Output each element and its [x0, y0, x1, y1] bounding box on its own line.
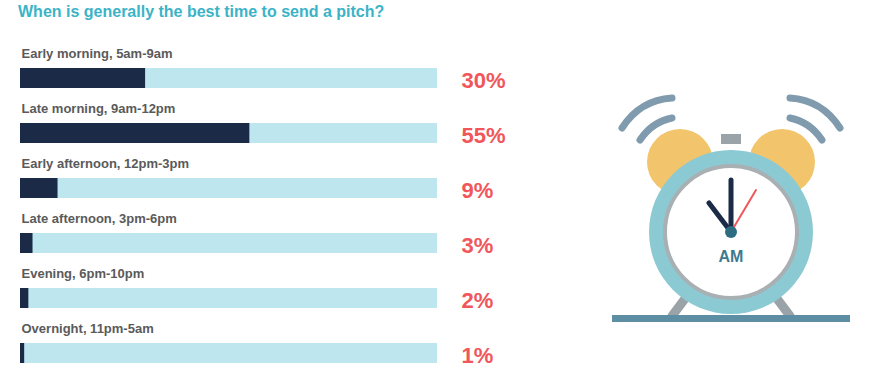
svg-text:1%: 1%: [462, 343, 494, 368]
svg-text:3%: 3%: [462, 233, 494, 258]
svg-text:55%: 55%: [462, 123, 506, 148]
svg-text:30%: 30%: [462, 68, 506, 93]
svg-text:Late afternoon, 3pm-6pm: Late afternoon, 3pm-6pm: [22, 211, 177, 226]
svg-text:Overnight, 11pm-5am: Overnight, 11pm-5am: [22, 321, 154, 336]
svg-text:Early morning, 5am-9am: Early morning, 5am-9am: [22, 46, 173, 61]
svg-text:AM: AM: [719, 248, 744, 265]
svg-text:Late morning, 9am-12pm: Late morning, 9am-12pm: [22, 101, 176, 116]
svg-text:2%: 2%: [462, 288, 494, 313]
svg-text:Evening, 6pm-10pm: Evening, 6pm-10pm: [22, 266, 145, 281]
html-text:When is generally the best tim: When is generally the best time to send …: [18, 3, 385, 20]
svg-text:Early afternoon, 12pm-3pm: Early afternoon, 12pm-3pm: [22, 156, 190, 171]
svg-text:9%: 9%: [462, 178, 494, 203]
